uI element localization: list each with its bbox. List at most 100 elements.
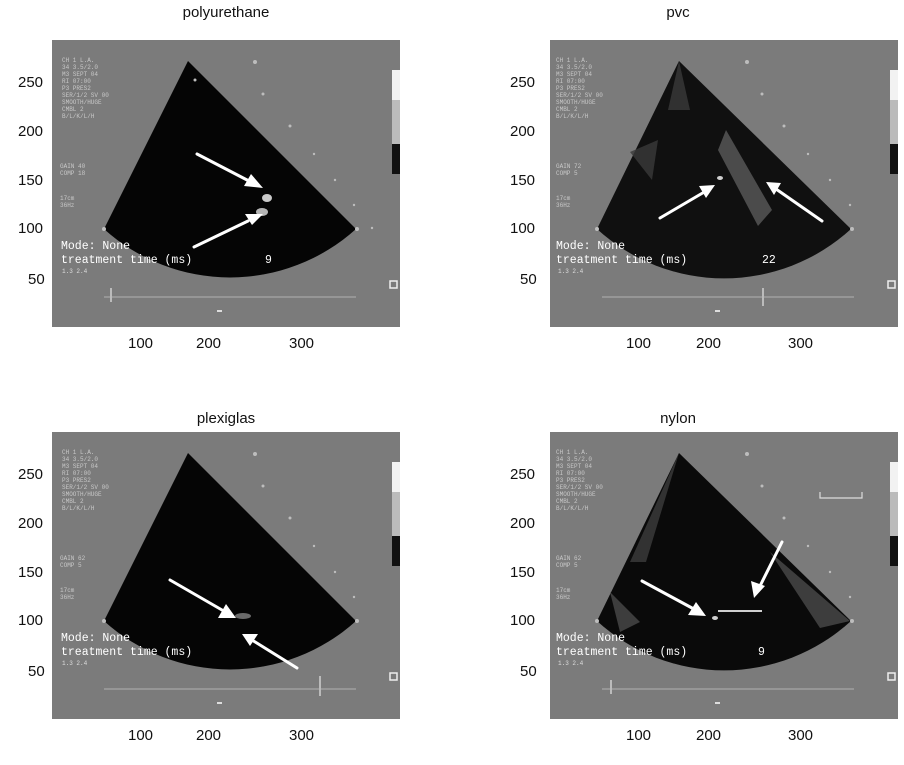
x-tick-300: 300 bbox=[788, 335, 814, 352]
svg-text:36Hz: 36Hz bbox=[556, 594, 571, 601]
grayscale-bar bbox=[392, 462, 400, 566]
x-tick-300: 300 bbox=[289, 727, 315, 744]
svg-text:34 3.5/2.0: 34 3.5/2.0 bbox=[556, 456, 592, 463]
y-tick-150: 150 bbox=[510, 172, 536, 189]
marker-square bbox=[389, 672, 398, 681]
y-tick-100: 100 bbox=[510, 220, 536, 237]
svg-text:17cm: 17cm bbox=[60, 195, 75, 202]
svg-text:SMOOTH/HUGE: SMOOTH/HUGE bbox=[556, 99, 596, 106]
svg-text:1.3 2.4: 1.3 2.4 bbox=[558, 660, 584, 667]
y-tick-50: 50 bbox=[28, 663, 45, 680]
svg-text:P3 PRES2: P3 PRES2 bbox=[62, 85, 91, 92]
svg-text:SMOOTH/HUGE: SMOOTH/HUGE bbox=[556, 491, 596, 498]
svg-text:M3 SEPT 04: M3 SEPT 04 bbox=[556, 463, 592, 470]
svg-text:36Hz: 36Hz bbox=[60, 202, 75, 209]
svg-text:COMP 18: COMP 18 bbox=[60, 170, 86, 177]
arrow bbox=[774, 187, 824, 223]
annotation-arrows bbox=[168, 578, 299, 670]
x-tick-300: 300 bbox=[289, 335, 315, 352]
svg-text:CH 1 L.A.: CH 1 L.A. bbox=[556, 449, 588, 456]
arrow bbox=[168, 578, 224, 612]
annotation-arrows bbox=[640, 540, 784, 610]
svg-text:SER/1/2 SV 00: SER/1/2 SV 00 bbox=[62, 92, 109, 99]
scan-sector bbox=[104, 453, 356, 670]
svg-text:1.3 2.4: 1.3 2.4 bbox=[62, 660, 88, 667]
svg-text:CH 1 L.A.: CH 1 L.A. bbox=[556, 57, 588, 64]
target-echo bbox=[262, 194, 272, 202]
svg-text:SMOOTH/HUGE: SMOOTH/HUGE bbox=[62, 491, 102, 498]
panel-polyurethane: polyurethane 250 200 150 100 50 100 200 … bbox=[0, 0, 452, 373]
y-tick-150: 150 bbox=[18, 172, 44, 189]
marker-square bbox=[389, 280, 398, 289]
svg-text:SMOOTH/HUGE: SMOOTH/HUGE bbox=[62, 99, 102, 106]
x-tick-200: 200 bbox=[196, 727, 222, 744]
treatment-time-label: treatment time (ms) bbox=[556, 646, 687, 659]
svg-text:CH 1 L.A.: CH 1 L.A. bbox=[62, 57, 94, 64]
svg-text:B/L/K/L/H: B/L/K/L/H bbox=[62, 505, 95, 512]
y-tick-100: 100 bbox=[510, 612, 536, 629]
svg-text:M3 SEPT 04: M3 SEPT 04 bbox=[556, 71, 592, 78]
x-tick-300: 300 bbox=[788, 727, 814, 744]
svg-text:36Hz: 36Hz bbox=[60, 594, 75, 601]
svg-text:SER/1/2 SV 00: SER/1/2 SV 00 bbox=[62, 484, 109, 491]
x-tick-100: 100 bbox=[626, 335, 652, 352]
mode-label: Mode: None bbox=[61, 632, 130, 645]
arrow bbox=[758, 540, 784, 588]
svg-text:RI 07:00: RI 07:00 bbox=[62, 78, 91, 85]
svg-text:B/L/K/L/H: B/L/K/L/H bbox=[62, 113, 95, 120]
svg-text:1.3 2.4: 1.3 2.4 bbox=[62, 268, 88, 275]
marker-square bbox=[887, 672, 896, 681]
svg-text:36Hz: 36Hz bbox=[556, 202, 571, 209]
svg-text:CH 1 L.A.: CH 1 L.A. bbox=[62, 449, 94, 456]
scale-bracket bbox=[819, 492, 863, 499]
treatment-time-label: treatment time (ms) bbox=[556, 254, 687, 267]
y-tick-250: 250 bbox=[510, 74, 536, 91]
y-tick-250: 250 bbox=[18, 74, 44, 91]
mode-label: Mode: None bbox=[61, 240, 130, 253]
y-tick-150: 150 bbox=[510, 564, 536, 581]
y-tick-200: 200 bbox=[510, 123, 536, 140]
svg-text:GAIN 40: GAIN 40 bbox=[60, 163, 86, 170]
svg-text:P3 PRES2: P3 PRES2 bbox=[556, 477, 585, 484]
treatment-time-value: 9 bbox=[265, 254, 272, 267]
y-tick-250: 250 bbox=[18, 466, 44, 483]
svg-text:GAIN 62: GAIN 62 bbox=[60, 555, 86, 562]
svg-text:B/L/K/L/H: B/L/K/L/H bbox=[556, 113, 589, 120]
arrow bbox=[192, 219, 250, 249]
svg-text:M3 SEPT 04: M3 SEPT 04 bbox=[62, 463, 98, 470]
svg-text:P3 PRES2: P3 PRES2 bbox=[556, 85, 585, 92]
scan-sector bbox=[597, 61, 851, 279]
svg-text:B/L/K/L/H: B/L/K/L/H bbox=[556, 505, 589, 512]
panel-title: polyurethane bbox=[182, 4, 270, 21]
grayscale-bar bbox=[890, 462, 898, 566]
x-tick-200: 200 bbox=[196, 335, 222, 352]
y-tick-200: 200 bbox=[510, 515, 536, 532]
svg-text:SER/1/2 SV 00: SER/1/2 SV 00 bbox=[556, 92, 603, 99]
x-tick-100: 100 bbox=[128, 727, 154, 744]
arrow bbox=[640, 579, 694, 610]
y-tick-100: 100 bbox=[18, 612, 44, 629]
arrow bbox=[195, 152, 251, 183]
marker-square bbox=[887, 280, 896, 289]
svg-text:GAIN 62: GAIN 62 bbox=[556, 555, 582, 562]
mode-label: Mode: None bbox=[556, 632, 625, 645]
treatment-time-value: 22 bbox=[762, 254, 776, 267]
svg-text:COMP 5: COMP 5 bbox=[556, 170, 578, 177]
y-tick-200: 200 bbox=[18, 515, 44, 532]
y-tick-50: 50 bbox=[520, 271, 537, 288]
panel-plexiglas: plexiglas 250 200 150 100 50 100 200 300… bbox=[0, 392, 452, 765]
svg-text:COMP 5: COMP 5 bbox=[556, 562, 578, 569]
svg-text:SER/1/2 SV 00: SER/1/2 SV 00 bbox=[556, 484, 603, 491]
depth-markers bbox=[102, 60, 374, 231]
annotation-arrows bbox=[192, 152, 251, 249]
svg-text:CMBL 2: CMBL 2 bbox=[62, 106, 84, 113]
panel-nylon: nylon 250 200 150 100 50 100 200 300 CH … bbox=[452, 392, 904, 765]
x-tick-200: 200 bbox=[696, 727, 722, 744]
